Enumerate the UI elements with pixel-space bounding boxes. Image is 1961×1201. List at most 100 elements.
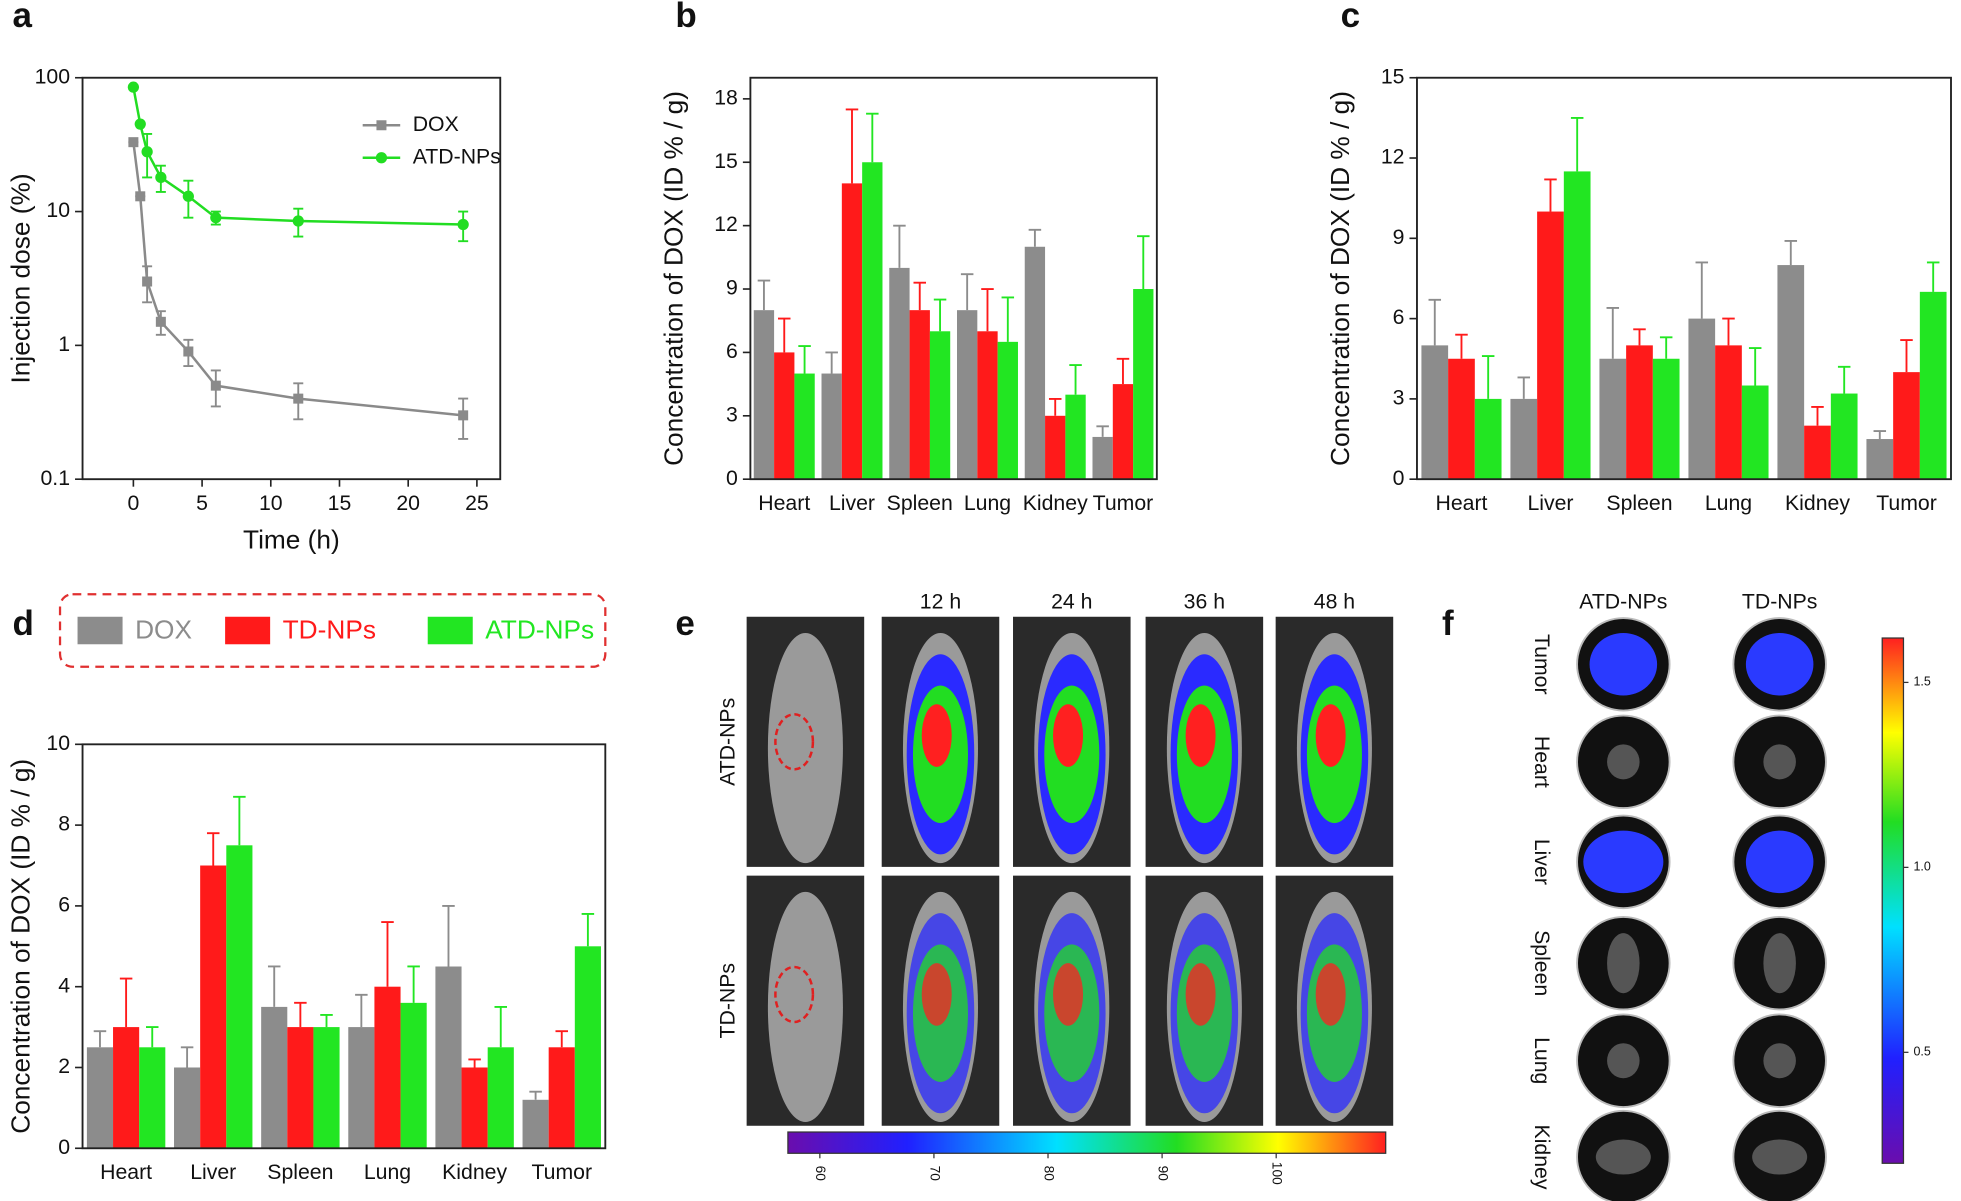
plot-frame [749,76,1158,481]
error-bar [1048,397,1062,416]
y-tick-label: 100 [35,64,70,88]
tumor-marker [774,713,815,771]
bar [1421,345,1449,480]
x-tick-label: Liver [1527,491,1573,515]
error-bar [1544,178,1557,212]
marker [134,118,146,130]
error-bar [442,904,455,967]
panel-label: a [13,0,33,35]
error-bar [180,1046,194,1068]
bar [929,331,951,480]
x-tick-label: Liver [829,491,875,515]
error-bar [233,795,246,846]
signal [1185,704,1216,767]
time-label: 24 h [1051,590,1092,614]
legend-label: DOX [135,615,192,645]
bar [1741,385,1769,480]
error-bar [1722,317,1735,346]
legend-swatch [77,616,123,645]
organ [1595,1139,1651,1175]
error-bar [1900,339,1913,373]
error-bar [1811,405,1824,426]
error-bar [757,279,771,311]
error-bar [1481,355,1495,399]
bar [574,946,601,1149]
colorbar-label: 80 [1041,1166,1056,1182]
marker [155,316,166,327]
organ [1763,744,1796,780]
bar [977,331,998,480]
y-tick-label: 0 [58,1135,70,1159]
colorbar-label: 70 [927,1166,942,1182]
plot-frame [81,743,607,1150]
bar [1474,398,1502,480]
y-tick-label: 4 [58,973,70,997]
y-tick-label: 18 [714,85,738,109]
organ [1763,1043,1796,1079]
y-axis-title: Concentration of DOX (ID % / g) [1325,91,1355,466]
x-tick-label: Spleen [887,491,953,515]
bar [487,1047,514,1149]
colorbar-label: 1.0 [1913,860,1930,874]
row-label: Lung [1530,1037,1554,1084]
signal [1745,830,1814,894]
error-bar [494,1005,508,1048]
y-tick-label: 10 [46,731,70,755]
tumor-marker [774,965,815,1024]
row-label: Heart [1530,736,1554,788]
organ [1607,744,1640,780]
y-tick-label: 12 [1381,145,1405,169]
bar [1804,425,1831,480]
bar [774,352,795,480]
marker [210,212,222,224]
colorbar-label: 1.5 [1913,675,1930,689]
bar [400,1002,427,1149]
error-bar [1028,228,1042,247]
y-tick-label: 6 [58,893,70,917]
bar [909,310,930,480]
column-label: ATD-NPs [1579,590,1667,614]
x-tick-label: Kidney [442,1160,507,1184]
bar [821,373,842,480]
error-bar [581,913,595,947]
error-bar [1784,240,1798,266]
error-bar [206,832,220,866]
colorbar-label: 100 [1270,1162,1285,1185]
error-bar [933,298,947,332]
x-tick-label: Heart [758,491,810,515]
y-tick-label: 3 [726,402,738,426]
signal [921,704,952,767]
signal [921,963,952,1026]
bar [1688,318,1716,480]
y-tick-label: 9 [1393,225,1405,249]
y-tick-label: 0.1 [40,466,70,490]
row-label: Liver [1530,839,1554,885]
error-bar [1455,333,1468,359]
panel-label: d [13,604,34,643]
bar [841,183,863,480]
error-bar [93,1030,107,1048]
bar [1024,246,1046,480]
y-tick-label: 9 [726,276,738,300]
legend-swatch [225,616,271,645]
legend-label: TD-NPs [283,615,376,645]
bar [1510,398,1538,480]
bar [1092,436,1113,480]
bar [200,865,227,1149]
marker [155,171,167,184]
x-tick-label: Tumor [1876,491,1937,515]
time-label: 48 h [1314,590,1355,614]
error-bar [778,317,791,353]
legend-label: DOX [413,112,459,136]
time-label: 36 h [1184,590,1225,614]
y-tick-label: 6 [726,339,738,363]
error-bar [355,993,368,1028]
y-tick-label: 15 [714,149,738,173]
error-bar [320,1014,333,1028]
bar [862,162,883,480]
marker [135,191,146,202]
signal [1053,704,1084,767]
organ [1752,1139,1808,1175]
bar [348,1027,375,1149]
